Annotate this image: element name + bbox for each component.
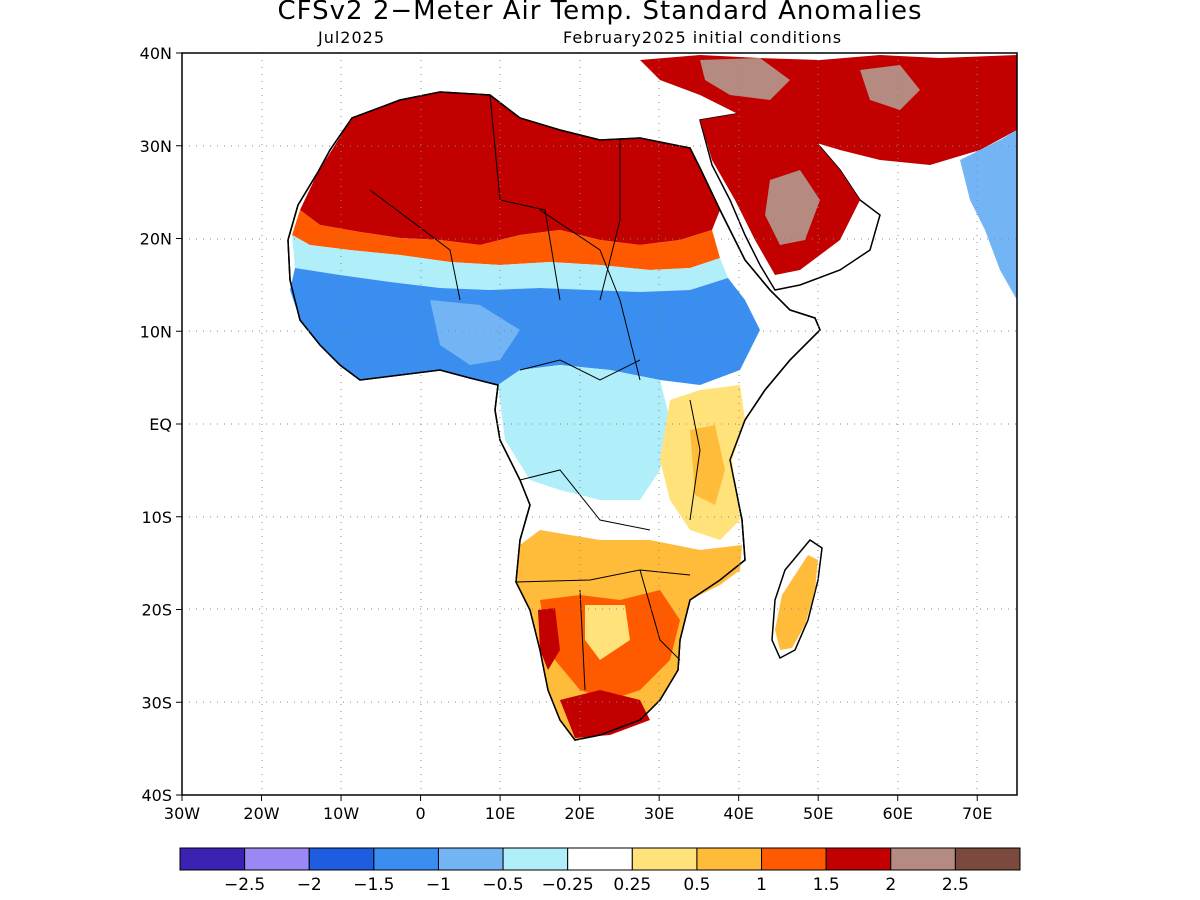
map-content: [287, 55, 1017, 741]
anomaly-madagascar-warm: [775, 555, 818, 650]
latitude-axis: 40N 30N 20N 10N EQ 10S 20S 30S 40S: [140, 44, 182, 805]
lon-label: 60E: [882, 804, 912, 823]
anomaly-iran-extreme: [860, 65, 920, 110]
lat-label: EQ: [149, 415, 172, 434]
colorbar-swatch: [696, 847, 763, 871]
anomaly-central-africa-light: [498, 365, 670, 500]
colorbar: −2.5 −2 −1.5 −1 −0.5 −0.25 0.25 0.5 1 1.5 2 2.5: [179, 847, 1021, 895]
initial-conditions: February2025 initial conditions: [563, 28, 843, 47]
colorbar-label: 0.5: [683, 875, 710, 895]
colorbar-label: −2.5: [224, 875, 265, 895]
colorbar-swatch: [631, 847, 698, 871]
lat-label: 30S: [141, 693, 172, 712]
colorbar-label: 0.25: [613, 875, 651, 895]
colorbar-label: −2: [297, 875, 322, 895]
lat-label: 20N: [140, 230, 172, 249]
colorbar-swatch: [825, 847, 892, 871]
lat-label: 40S: [141, 786, 172, 805]
colorbar-swatch: [567, 847, 633, 871]
anomaly-arabia-extreme: [765, 170, 820, 245]
colorbar-swatch: [373, 847, 439, 871]
graticule: [182, 53, 1017, 795]
anomaly-sahel-cool-edge: [292, 235, 728, 292]
lon-label: 20W: [243, 804, 279, 823]
colorbar-swatch: [954, 847, 1021, 871]
colorbar-swatch: [244, 847, 310, 871]
anomaly-india-cool: [960, 130, 1017, 300]
anomaly-guinea-coast-cool: [430, 300, 520, 365]
anomaly-south-cool-core: [585, 605, 630, 660]
colorbar-swatch: [890, 847, 956, 871]
lat-label: 20S: [141, 601, 172, 620]
colorbar-label: −0.5: [482, 875, 523, 895]
lon-label: 50E: [803, 804, 833, 823]
lat-label: 40N: [140, 44, 172, 63]
lon-label: 10E: [485, 804, 515, 823]
colorbar-label: −1: [426, 875, 451, 895]
colorbar-swatch: [179, 847, 246, 871]
colorbar-label: 2: [885, 875, 896, 895]
anomaly-west-africa-cool: [290, 268, 760, 385]
colorbar-label: 2.5: [942, 875, 969, 895]
colorbar-swatch: [761, 847, 827, 871]
longitude-axis: 30W 20W 10W 0 10E 20E 30E 40E 50E 60E 70E: [164, 795, 992, 823]
lon-label: 0: [415, 804, 425, 823]
country-borders: [369, 94, 701, 691]
lon-label: 70E: [962, 804, 992, 823]
colorbar-swatch: [437, 847, 504, 871]
lon-label: 10W: [323, 804, 359, 823]
colorbar-swatch: [308, 847, 375, 871]
lon-label: 40E: [723, 804, 753, 823]
anomaly-namibia-hot: [538, 608, 560, 670]
anomaly-mideast-hot: [640, 55, 1017, 165]
map-title: CFSv2 2−Meter Air Temp. Standard Anomali…: [277, 0, 923, 26]
colorbar-label: −0.25: [542, 875, 594, 895]
colorbar-label: 1: [756, 875, 767, 895]
lat-label: 30N: [140, 137, 172, 156]
anomaly-mideast-extreme: [700, 58, 790, 100]
anomaly-sahel-warm: [292, 210, 720, 270]
lat-label: 10S: [141, 508, 172, 527]
colorbar-swatch: [502, 847, 569, 871]
lat-label: 10N: [140, 322, 172, 341]
lon-label: 20E: [564, 804, 594, 823]
anomaly-cape-hot: [560, 690, 650, 738]
africa-coastline: [287, 91, 821, 741]
anomaly-north-hot: [300, 92, 720, 245]
target-month: Jul2025: [318, 28, 386, 47]
colorbar-label: −1.5: [353, 875, 394, 895]
lon-label: 30E: [644, 804, 674, 823]
colorbar-label: 1.5: [813, 875, 840, 895]
lon-label: 30W: [164, 804, 200, 823]
